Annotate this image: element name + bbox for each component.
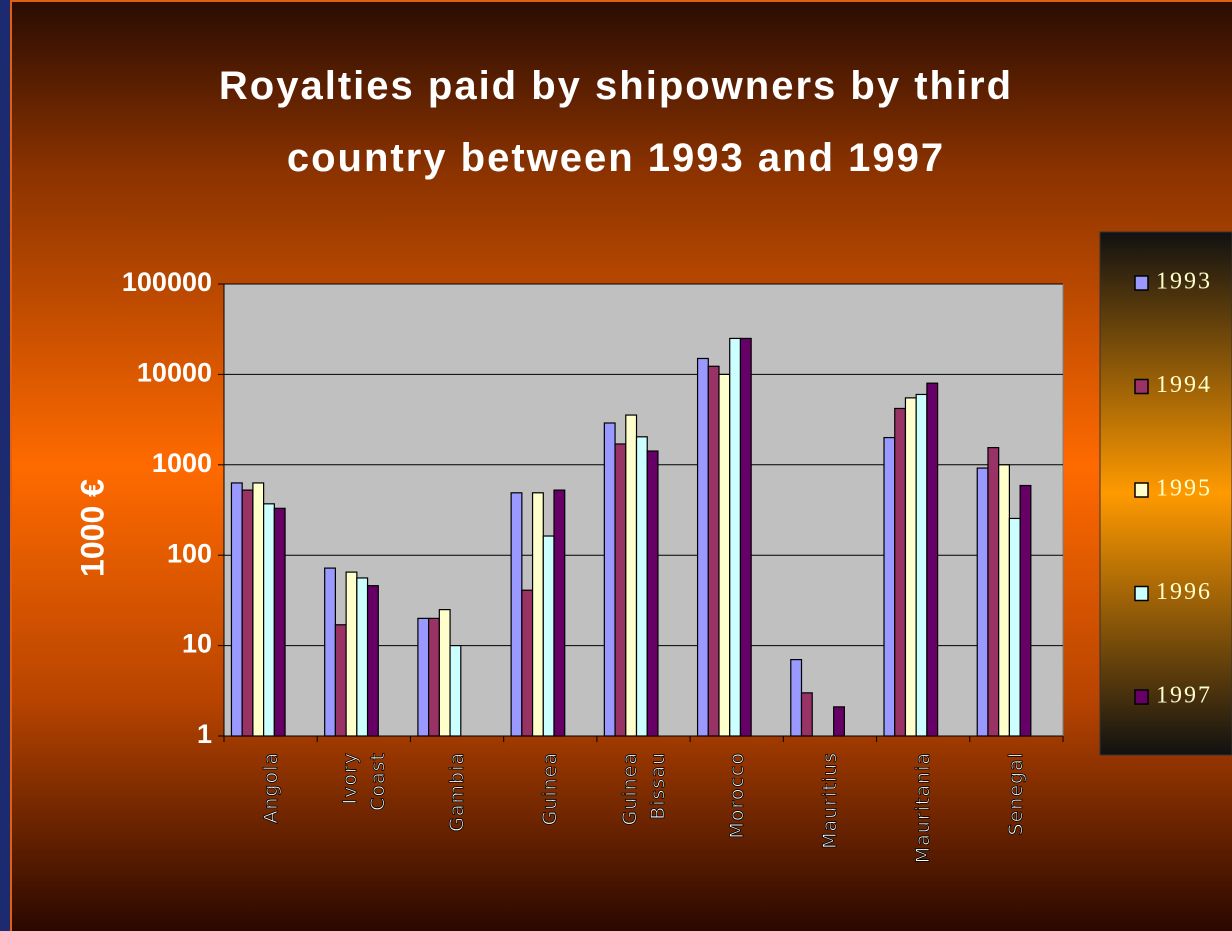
bar xyxy=(263,503,275,737)
legend-label: 1997 xyxy=(1156,683,1212,709)
bar xyxy=(324,567,337,737)
y-tick-label: 100 xyxy=(167,538,212,568)
x-tick-label: Guinea xyxy=(539,752,562,826)
bar xyxy=(894,407,907,737)
bar xyxy=(718,373,731,737)
bar xyxy=(428,617,440,737)
x-tick-label: Morocco xyxy=(725,752,748,839)
bar xyxy=(521,589,534,737)
x-tick-label: Gambia xyxy=(446,752,469,833)
bar xyxy=(356,577,369,737)
bar xyxy=(366,585,379,737)
y-tick-label: 100000 xyxy=(122,267,212,297)
legend-box xyxy=(1099,231,1232,756)
bar xyxy=(646,450,659,737)
bar xyxy=(334,624,347,737)
legend-swatch xyxy=(1134,482,1149,498)
bar xyxy=(998,464,1010,737)
chart-title: Royalties paid by shipowners by third co… xyxy=(218,64,1014,180)
bar xyxy=(883,436,896,737)
bar xyxy=(1019,484,1032,737)
bar xyxy=(976,467,989,737)
legend-label: 1993 xyxy=(1156,269,1212,295)
bar xyxy=(510,492,523,737)
legend-swatch xyxy=(1134,689,1149,705)
bar xyxy=(1008,517,1021,737)
x-tick-label: Mauritania xyxy=(912,752,935,864)
legend-label: 1996 xyxy=(1156,579,1212,605)
bar xyxy=(417,617,430,737)
x-tick-label: Senegal xyxy=(1005,752,1028,836)
legend-swatch xyxy=(1134,585,1149,602)
bar xyxy=(800,692,813,737)
bar xyxy=(987,446,1000,737)
bar xyxy=(625,414,638,737)
bar xyxy=(614,443,627,737)
bar xyxy=(449,644,462,737)
bar xyxy=(230,482,243,737)
bar xyxy=(915,393,928,737)
bar xyxy=(603,422,616,737)
bar xyxy=(635,436,648,737)
bar xyxy=(833,706,845,737)
bar xyxy=(252,482,265,737)
x-tick-label: Ivory Coast xyxy=(338,752,389,812)
y-axis-label: 1000 € xyxy=(74,479,110,577)
y-tick-label: 10000 xyxy=(137,358,212,388)
bar xyxy=(729,337,742,737)
bar xyxy=(273,507,286,737)
bar xyxy=(696,357,709,737)
bar xyxy=(790,659,803,737)
y-tick-label: 1 xyxy=(197,719,212,749)
legend-label: 1995 xyxy=(1156,476,1212,502)
bar xyxy=(345,571,358,737)
legend-swatch xyxy=(1134,378,1149,395)
bar xyxy=(241,489,254,737)
bar xyxy=(531,492,544,737)
y-tick-label: 1000 xyxy=(152,448,212,478)
x-tick-label: Mauritius xyxy=(818,752,842,850)
bar xyxy=(926,382,939,737)
bar xyxy=(707,365,720,737)
bar xyxy=(542,535,555,737)
bar xyxy=(438,609,451,737)
bar xyxy=(739,337,752,737)
bar xyxy=(904,397,917,737)
x-tick-label: Guinea Bissau xyxy=(618,752,669,826)
y-tick-label: 10 xyxy=(182,629,212,659)
bar xyxy=(553,489,566,737)
x-tick-label: Angola xyxy=(259,752,282,824)
legend-swatch xyxy=(1134,275,1149,291)
legend-label: 1994 xyxy=(1156,372,1212,398)
